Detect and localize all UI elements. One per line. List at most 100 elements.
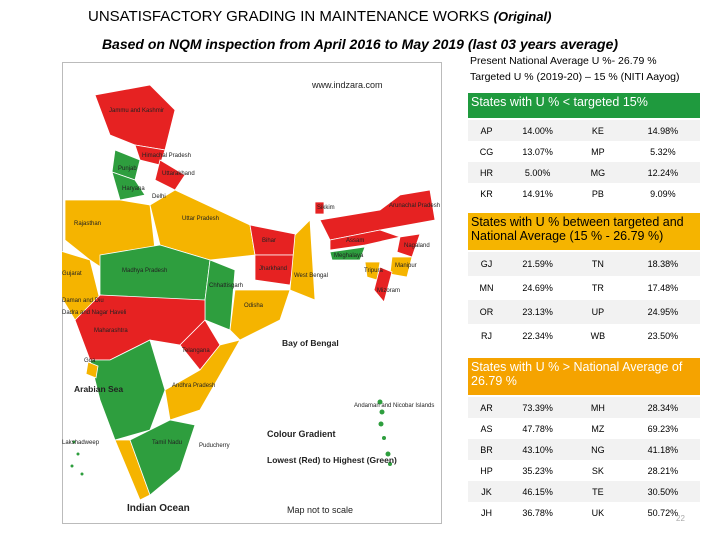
target: Targeted U % (2019-20) – 15 % (NITI Aayo… — [470, 71, 680, 83]
map: Jammu and Kashmir Himachal Pradesh Punjab U… — [62, 62, 442, 524]
row: AS 47.78% MZ 69.23% — [468, 418, 700, 439]
map-label: Mizoram — [377, 288, 400, 294]
value-cell: 41.18% — [647, 444, 679, 455]
map-label: West Bengal — [294, 273, 328, 279]
row: CG 13.07% MP 5.32% — [468, 141, 700, 162]
value-cell: 9.09% — [650, 188, 676, 199]
legend-text: Lowest (Red) to Highest (Green) — [267, 455, 397, 465]
value-cell: 23.13% — [522, 307, 553, 317]
map-label: Tripura — [364, 268, 383, 274]
state — [111, 171, 146, 201]
map-label: Andhra Pradesh — [172, 383, 215, 389]
state — [229, 289, 291, 341]
value-cell: 23.50% — [647, 331, 679, 341]
value-cell: 46.15% — [522, 486, 553, 497]
state — [329, 246, 366, 261]
value-cell: 21.59% — [522, 259, 553, 269]
value-cell: 17.48% — [647, 283, 679, 293]
row: GJ 21.59% TN 18.38% — [468, 252, 700, 276]
map-label: Uttar Pradesh — [182, 216, 219, 222]
state — [85, 361, 99, 379]
map-label: Telangana — [182, 348, 210, 354]
state — [329, 229, 402, 251]
map-label: Puducherry — [199, 443, 230, 449]
value-cell: 50.72% — [647, 507, 679, 518]
state-cell: UP — [591, 307, 605, 317]
map-label: Haryana — [122, 186, 145, 192]
state-cell: HR — [480, 167, 494, 178]
section-table: GJ 21.59% TN 18.38% MN 24.69% TR 17.48% OR 23.13%… — [468, 252, 700, 348]
value-cell: 5.00% — [524, 167, 551, 178]
section-heading: States with U % > National Average of 26… — [468, 358, 700, 395]
row: OR 23.13% UP 24.95% — [468, 300, 700, 324]
value-cell: 18.38% — [647, 259, 679, 269]
map-label: Lakshadweep — [62, 440, 100, 446]
state-cell: TR — [591, 283, 604, 293]
value-cell: 73.39% — [522, 402, 553, 413]
state — [289, 219, 316, 301]
map-label: Bay of Bengal — [282, 338, 339, 348]
state — [89, 339, 166, 441]
value-cell: 36.78% — [522, 507, 553, 518]
ocean: Indian Ocean — [127, 503, 190, 514]
value-cell: 14.91% — [522, 188, 553, 199]
website: www.indzara.com — [311, 80, 383, 90]
state-cell: NG — [591, 444, 605, 455]
map-label: Arunachal Pradesh — [389, 203, 440, 209]
map-label: Manipur — [395, 263, 417, 269]
state — [314, 201, 325, 215]
value-cell: 35.23% — [522, 465, 553, 476]
map-label: Goa — [84, 358, 96, 364]
map-label: Meghalaya — [334, 253, 364, 259]
state-cell: SK — [591, 465, 604, 476]
map-label: Gujarat — [62, 271, 82, 277]
state-cell: PB — [591, 188, 604, 199]
state-cell: MG — [590, 167, 606, 178]
value-cell: 22.34% — [522, 331, 553, 341]
value-cell: 69.23% — [647, 423, 679, 434]
state-cell: WB — [590, 331, 606, 341]
value-cell: 14.00% — [522, 125, 553, 136]
state-cell: MH — [590, 402, 605, 413]
state-cell: AS — [480, 423, 493, 434]
row: JH 36.78% UK 50.72% — [468, 502, 700, 523]
row: HP 35.23% SK 28.21% — [468, 460, 700, 481]
value-cell: 24.69% — [522, 283, 553, 293]
row: AP 14.00% KE 14.98% — [468, 120, 700, 141]
map-label: Assam — [346, 238, 364, 244]
state-cell: OR — [479, 307, 494, 317]
state-cell: MP — [591, 146, 605, 157]
state-cell: BR — [480, 444, 493, 455]
section-table: AR 73.39% MH 28.34% AS 47.78% MZ 69.23% BR 43.10%… — [468, 397, 700, 523]
state-cell: JK — [481, 486, 492, 497]
map-label: Andaman and Nicobar Islands — [354, 403, 434, 409]
state-cell: AP — [480, 125, 493, 136]
map-label: Rajasthan — [74, 221, 101, 227]
state-cell: AR — [480, 402, 493, 413]
subtitle: Based on NQM inspection from April 2016 … — [101, 36, 619, 52]
section-heading: States with U % between targeted and Nat… — [468, 213, 700, 250]
state — [129, 419, 196, 496]
map-label: Nagaland — [404, 243, 430, 249]
value-cell: 14.98% — [647, 125, 679, 136]
row: RJ 22.34% WB 23.50% — [468, 324, 700, 348]
state-cell: CG — [479, 146, 494, 157]
state — [254, 254, 296, 286]
state-cell: KR — [480, 188, 493, 199]
state-cell: KE — [591, 125, 604, 136]
title: UNSATISFACTORY GRADING IN MAINTENANCE WO… — [88, 8, 551, 25]
section-heading: States with U % < targeted 15% — [468, 93, 700, 118]
map-label: Jammu and Kashmir — [109, 108, 164, 114]
row: JK 46.15% TE 30.50% — [468, 481, 700, 502]
islands — [70, 399, 392, 476]
state-cell: RJ — [481, 331, 493, 341]
map-label: Madhya Pradesh — [122, 268, 167, 274]
state-cell: MN — [479, 283, 494, 293]
map-label: Odisha — [244, 303, 264, 309]
map-label: Himachal Pradesh — [142, 153, 191, 159]
value-cell: 12.24% — [647, 167, 679, 178]
page-number: 22 — [676, 514, 685, 523]
state-cell: TN — [591, 259, 604, 269]
legend-title: Colour Gradient — [267, 429, 336, 439]
